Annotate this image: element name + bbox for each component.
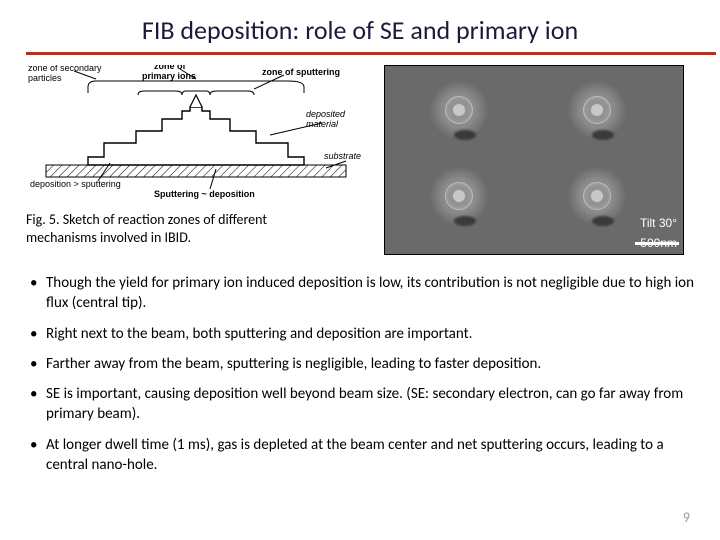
slide-title: FIB deposition: role of SE and primary i…	[26, 14, 694, 46]
sem-deposit-shadow	[592, 216, 614, 226]
svg-text:material: material	[306, 119, 339, 129]
svg-text:primary ions: primary ions	[142, 71, 196, 81]
zones-sketch: zone of secondary particles zone of prim…	[26, 65, 366, 205]
svg-text:particles: particles	[28, 73, 62, 83]
label-bottom-rel: Sputtering ~ deposition	[154, 189, 255, 199]
label-sputtering: zone of sputtering	[262, 67, 340, 77]
sem-deposit-core	[453, 104, 465, 116]
sem-deposit-core	[591, 104, 603, 116]
bullet-item: Though the yield for primary ion induced…	[30, 273, 694, 314]
sem-column: Tilt 30° 500nm	[384, 65, 684, 255]
sem-tilt-label: Tilt 30°	[640, 216, 677, 230]
sem-deposit-core	[453, 190, 465, 202]
label-deposited: deposited	[306, 109, 346, 119]
bullet-item: At longer dwell time (1 ms), gas is depl…	[30, 435, 694, 476]
bullet-list: Though the yield for primary ion induced…	[26, 273, 694, 475]
bullet-item: SE is important, causing deposition well…	[30, 384, 694, 425]
bullet-item: Right next to the beam, both sputtering …	[30, 324, 694, 344]
sem-deposit-shadow	[454, 216, 476, 226]
label-secondary: zone of secondary	[28, 65, 102, 73]
sem-deposit-shadow	[454, 130, 476, 140]
page-number: 9	[683, 509, 690, 526]
figures-row: zone of secondary particles zone of prim…	[26, 65, 694, 255]
sketch-column: zone of secondary particles zone of prim…	[26, 65, 366, 246]
sem-scale-label: 500nm	[640, 236, 677, 250]
title-underline	[26, 52, 716, 55]
sem-deposit-core	[591, 190, 603, 202]
sem-deposit-shadow	[592, 130, 614, 140]
label-left-rel: deposition > sputtering	[30, 179, 121, 189]
sem-image: Tilt 30° 500nm	[384, 65, 684, 255]
label-substrate: substrate	[324, 151, 361, 161]
figure-caption: Fig. 5. Sketch of reaction zones of diff…	[26, 211, 326, 246]
bullet-item: Farther away from the beam, sputtering i…	[30, 354, 694, 374]
